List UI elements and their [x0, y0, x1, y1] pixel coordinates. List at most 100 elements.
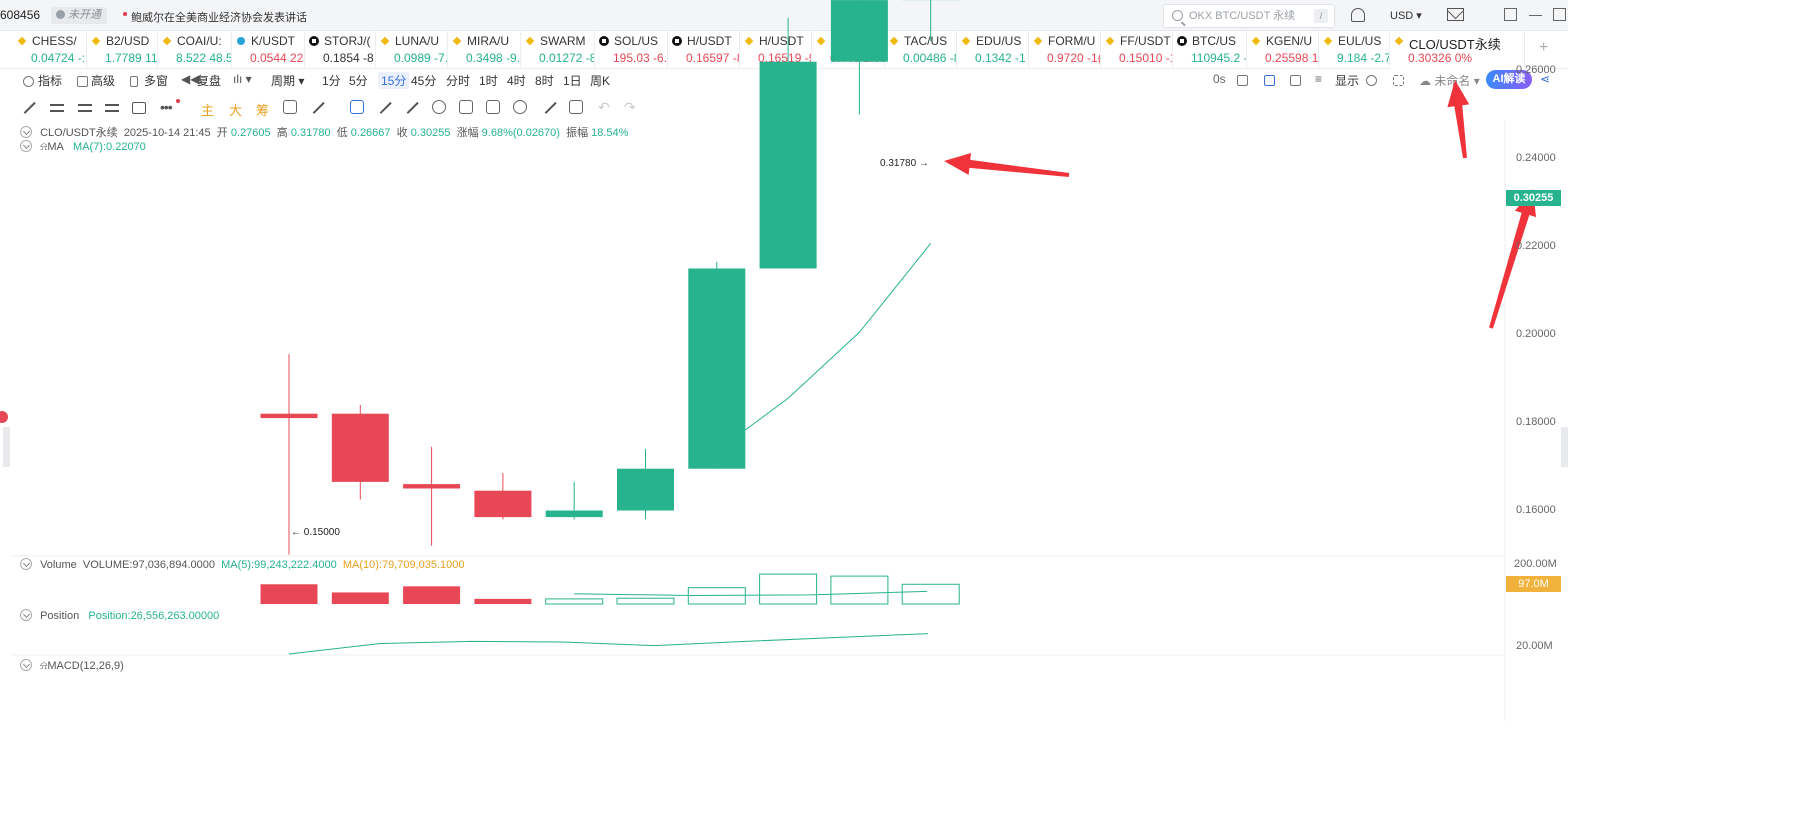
pen-icon[interactable] [1264, 75, 1275, 86]
period-label: 周期 [271, 74, 296, 88]
replay-button[interactable]: 复盘 [197, 74, 222, 88]
left-alert-icon[interactable] [0, 411, 8, 423]
ticker-item[interactable]: EDU/US 0.1342 -1 [957, 31, 1029, 69]
undo-icon[interactable]: ↶ [598, 99, 610, 115]
ticker-symbol: SOL/US [614, 34, 659, 48]
ticker-item[interactable]: K/USDT 0.0544 22. [232, 31, 305, 69]
display-button[interactable]: 显示 [1335, 74, 1360, 88]
ma7-line [716, 243, 932, 452]
price-tick-label: 0.24000 [1516, 151, 1556, 164]
change-label: 涨幅 [456, 127, 479, 139]
ticker-item[interactable]: SWARM 0.01272 -8 [521, 31, 595, 69]
copy-icon[interactable] [1290, 75, 1301, 86]
interval-tab[interactable]: 8时 [535, 74, 554, 88]
ticker-item[interactable]: LUNA/U 0.0989 -7. [376, 31, 448, 69]
currency-select[interactable]: USD ▾ [1390, 10, 1422, 22]
left-panel-handle[interactable] [3, 427, 10, 467]
interval-tab[interactable]: 45分 [411, 74, 437, 88]
main-chart-tool[interactable]: 主 [201, 103, 215, 118]
ticker-item[interactable]: CLO/USDT永续 0.30326 0% [1390, 31, 1525, 69]
alarm-bell-icon[interactable]: ⍾ [40, 141, 48, 153]
ticker-item[interactable]: SOL/US 195.03 -6. [595, 31, 668, 69]
camera-icon[interactable] [1237, 75, 1248, 86]
more-tools-icon[interactable]: ••• [160, 99, 173, 115]
right-panel-handle[interactable] [1561, 427, 1568, 467]
collapse-chevron-icon[interactable] [20, 659, 32, 671]
price-chart[interactable] [0, 0, 1568, 721]
magnet-tool-icon[interactable] [350, 100, 364, 114]
ticker-strip: CHESS/0.04724 -: B2/USD 1.7789 11. COAI/U: 8… [0, 31, 1568, 69]
minimize-icon[interactable] [1529, 8, 1542, 16]
interval-tab[interactable]: 4时 [507, 74, 526, 88]
add-tab-icon[interactable]: + [1539, 39, 1549, 56]
collapse-chevron-icon[interactable] [20, 558, 32, 570]
ticker-item[interactable]: TAC/US 0.00486 -8 [885, 31, 957, 69]
fullscreen-icon[interactable] [1553, 8, 1566, 21]
ticker-symbol: STORJ/( [324, 34, 371, 48]
search-box[interactable]: / [1163, 4, 1335, 28]
visibility-tool-icon[interactable] [513, 100, 527, 114]
ticker-item[interactable]: COAI/U: 8.522 48.5 [158, 31, 232, 69]
link-tool-icon[interactable] [432, 100, 446, 114]
horizontal-lines-tool-icon[interactable] [77, 100, 93, 116]
candle-body [759, 61, 817, 269]
interval-tab[interactable]: 周K [590, 74, 611, 88]
account-id: 608456 [0, 8, 41, 22]
lock-tool-icon[interactable] [459, 100, 473, 114]
search-input[interactable] [1189, 8, 1309, 24]
candle-body [545, 510, 603, 518]
ticker-item[interactable]: B2/USD 1.7789 11. [87, 31, 158, 69]
mail-icon[interactable] [1447, 8, 1464, 21]
expand-icon[interactable] [1393, 75, 1404, 86]
ticker-item[interactable]: CHESS/0.04724 -: [13, 31, 87, 69]
rectangle-tool-icon[interactable] [132, 102, 146, 114]
interval-tab[interactable]: 1时 [479, 74, 498, 88]
ticker-symbol: SWARM [540, 34, 586, 48]
interval-tab[interactable]: 1日 [563, 74, 582, 88]
ticker-item[interactable]: EUL/US 9.184 -2.7 [1319, 31, 1390, 69]
ticker-item[interactable]: KGEN/U 0.25598 1 [1247, 31, 1319, 69]
delete-drawings-icon[interactable] [569, 100, 583, 114]
list-icon[interactable]: ≡ [1315, 72, 1323, 86]
ticker-price: 0.00486 -8 [903, 51, 957, 65]
interval-tab[interactable]: 5分 [349, 74, 368, 88]
indicators-button[interactable]: 指标 [38, 74, 63, 88]
status-badge[interactable]: 未开通 [51, 7, 107, 24]
collapse-chevron-icon[interactable] [20, 126, 32, 138]
ticker-item[interactable]: BTC/US 110945.2 - [1173, 31, 1247, 69]
collapse-chevron-icon[interactable] [20, 609, 32, 621]
alarm-bell-icon[interactable]: ⍾ [40, 660, 48, 672]
layout-dropdown[interactable]: ☁ 未命名 ▾ [1419, 74, 1480, 88]
parallel-lines-tool-icon[interactable] [49, 100, 65, 116]
chips-tool[interactable]: 筹 [256, 103, 270, 118]
news-headline[interactable]: 鲍威尔在全美商业经济协会发表讲话 [131, 12, 307, 24]
collapse-chevron-icon[interactable] [20, 140, 32, 152]
share-icon[interactable]: ⋖ [1540, 72, 1551, 86]
ticker-item[interactable]: H/USDT 0.16519 -9 [740, 31, 812, 69]
interval-tab[interactable]: 15分 [378, 72, 410, 89]
redo-icon[interactable]: ↷ [624, 99, 636, 115]
ticker-item[interactable]: FORM/U 0.9720 -1( [1029, 31, 1101, 69]
ticker-item[interactable]: H/USDT 0.16597 -8 [668, 31, 740, 69]
ticker-price: 0.16519 -9 [758, 51, 812, 65]
multi-window-button[interactable]: 多窗 [144, 74, 169, 88]
ticker-item[interactable]: STORJ/(0.1854 -8. [305, 31, 376, 69]
ticker-symbol: EUL/US [1338, 34, 1382, 48]
big-order-tool[interactable]: 大 [229, 103, 243, 118]
sync-tool-icon[interactable] [283, 100, 297, 114]
ai-analysis-button[interactable]: AI解读 [1486, 70, 1532, 89]
amplitude-value: 18.54% [591, 127, 629, 139]
interval-tab[interactable]: 分时 [446, 74, 471, 88]
hide-drawings-icon[interactable] [486, 100, 500, 114]
interval-tab[interactable]: 1分 [322, 74, 341, 88]
chart-type-icon[interactable]: ılı ▾ [233, 72, 252, 86]
ticker-item[interactable]: FF/USDT 0.15010 -1 [1101, 31, 1173, 69]
candle-body [331, 413, 389, 482]
bell-icon[interactable] [1351, 8, 1365, 22]
ray-tool-icon[interactable] [104, 100, 120, 116]
period-dropdown[interactable]: 周期 ▾ [271, 74, 305, 88]
ticker-item[interactable]: MIRA/U 0.3498 -9. [448, 31, 521, 69]
restore-window-icon[interactable] [1504, 8, 1517, 21]
settings-gear-icon[interactable] [1366, 75, 1377, 86]
advanced-button[interactable]: 高级 [91, 74, 116, 88]
